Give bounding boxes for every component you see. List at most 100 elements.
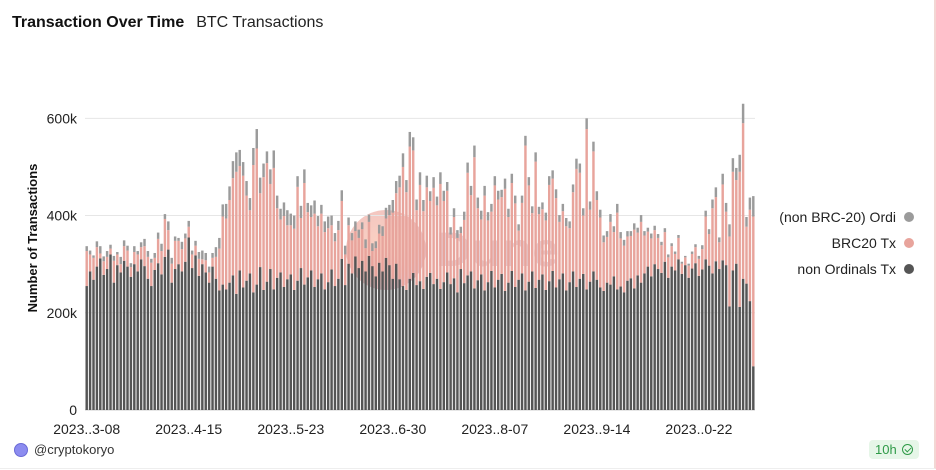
bar-brc20[interactable] <box>667 257 670 278</box>
bar-ordinals[interactable] <box>377 224 381 234</box>
bar-brc20[interactable] <box>241 175 245 288</box>
bar-ordinals[interactable] <box>224 203 228 219</box>
bar-non-ordinals[interactable] <box>105 269 109 410</box>
bar-non-ordinals[interactable] <box>139 259 143 410</box>
bar-brc20[interactable] <box>258 193 262 268</box>
bar-non-ordinals[interactable] <box>660 272 663 410</box>
bar-ordinals[interactable] <box>221 204 224 217</box>
bar-non-ordinals[interactable] <box>303 284 306 410</box>
bar-ordinals[interactable] <box>721 173 724 185</box>
bar-non-ordinals[interactable] <box>639 282 643 410</box>
bar-non-ordinals[interactable] <box>163 256 167 411</box>
bar-brc20[interactable] <box>673 253 677 271</box>
bar-ordinals[interactable] <box>411 137 415 151</box>
bar-brc20[interactable] <box>316 226 320 280</box>
bar-ordinals[interactable] <box>374 241 378 249</box>
bar-ordinals[interactable] <box>384 207 388 219</box>
bar-brc20[interactable] <box>534 161 537 288</box>
bar-ordinals[interactable] <box>432 177 435 188</box>
bar-brc20[interactable] <box>486 220 490 283</box>
bar-ordinals[interactable] <box>735 167 738 181</box>
bar-brc20[interactable] <box>629 235 633 279</box>
bar-non-ordinals[interactable] <box>629 278 633 410</box>
bar-ordinals[interactable] <box>330 215 333 226</box>
bar-ordinals[interactable] <box>350 233 354 241</box>
bar-non-ordinals[interactable] <box>126 266 129 410</box>
bar-ordinals[interactable] <box>633 223 636 230</box>
bar-brc20[interactable] <box>493 185 497 288</box>
bar-non-ordinals[interactable] <box>575 287 578 410</box>
bar-non-ordinals[interactable] <box>184 261 187 410</box>
bar-brc20[interactable] <box>497 199 500 280</box>
bar-ordinals[interactable] <box>673 251 677 254</box>
bar-brc20[interactable] <box>350 240 354 274</box>
bar-ordinals[interactable] <box>459 226 463 234</box>
bar-brc20[interactable] <box>411 150 415 273</box>
bar-non-ordinals[interactable] <box>534 287 537 410</box>
bar-ordinals[interactable] <box>650 233 653 239</box>
bar-ordinals[interactable] <box>558 215 561 222</box>
bar-non-ordinals[interactable] <box>204 272 207 410</box>
bar-ordinals[interactable] <box>160 243 163 252</box>
bar-non-ordinals[interactable] <box>633 288 636 410</box>
bar-non-ordinals[interactable] <box>360 260 364 410</box>
bar-ordinals[interactable] <box>507 208 510 218</box>
bar-non-ordinals[interactable] <box>565 290 568 410</box>
bar-ordinals[interactable] <box>153 252 156 258</box>
bar-brc20[interactable] <box>690 253 694 269</box>
bar-non-ordinals[interactable] <box>143 266 146 410</box>
bar-ordinals[interactable] <box>337 220 340 231</box>
bar-non-ordinals[interactable] <box>514 287 517 410</box>
bar-non-ordinals[interactable] <box>531 271 534 410</box>
bar-brc20[interactable] <box>146 256 150 279</box>
bar-ordinals[interactable] <box>667 254 670 258</box>
bar-brc20[interactable] <box>548 184 551 282</box>
bar-brc20[interactable] <box>262 177 265 290</box>
bar-non-ordinals[interactable] <box>343 285 347 410</box>
bar-non-ordinals[interactable] <box>592 271 595 410</box>
bar-brc20[interactable] <box>95 247 99 267</box>
bar-brc20[interactable] <box>85 251 88 287</box>
bar-ordinals[interactable] <box>592 141 595 152</box>
bar-brc20[interactable] <box>326 228 330 283</box>
bar-ordinals[interactable] <box>541 202 544 210</box>
bar-non-ordinals[interactable] <box>490 270 493 410</box>
bar-brc20[interactable] <box>109 248 112 255</box>
bar-ordinals[interactable] <box>309 205 313 218</box>
bar-ordinals[interactable] <box>364 239 367 249</box>
bar-ordinals[interactable] <box>357 229 361 238</box>
bar-brc20[interactable] <box>731 171 735 271</box>
bar-non-ordinals[interactable] <box>643 273 646 410</box>
bar-non-ordinals[interactable] <box>207 282 211 410</box>
bar-non-ordinals[interactable] <box>347 263 350 410</box>
bar-brc20[interactable] <box>473 157 476 289</box>
bar-ordinals[interactable] <box>323 221 326 233</box>
bar-non-ordinals[interactable] <box>269 269 272 410</box>
bar-brc20[interactable] <box>578 172 582 279</box>
bar-ordinals[interactable] <box>88 250 92 255</box>
bar-non-ordinals[interactable] <box>483 290 486 410</box>
bar-ordinals[interactable] <box>639 215 643 222</box>
bar-ordinals[interactable] <box>163 214 167 219</box>
bar-non-ordinals[interactable] <box>241 287 245 411</box>
bar-non-ordinals[interactable] <box>612 276 616 410</box>
bar-brc20[interactable] <box>150 262 153 287</box>
bar-brc20[interactable] <box>207 272 211 283</box>
bar-non-ordinals[interactable] <box>391 278 395 410</box>
bar-non-ordinals[interactable] <box>194 255 197 410</box>
bar-brc20[interactable] <box>415 210 418 286</box>
bar-ordinals[interactable] <box>333 233 337 242</box>
bar-ordinals[interactable] <box>289 213 292 226</box>
bar-brc20[interactable] <box>187 226 190 238</box>
bar-non-ordinals[interactable] <box>439 288 442 410</box>
bar-brc20[interactable] <box>289 225 292 275</box>
bar-brc20[interactable] <box>459 233 463 270</box>
bar-brc20[interactable] <box>582 215 585 274</box>
bar-non-ordinals[interactable] <box>711 273 714 410</box>
bar-non-ordinals[interactable] <box>636 275 639 410</box>
bar-brc20[interactable] <box>269 183 272 270</box>
bar-ordinals[interactable] <box>585 118 588 130</box>
bar-non-ordinals[interactable] <box>745 283 748 410</box>
bar-brc20[interactable] <box>565 226 568 291</box>
bar-ordinals[interactable] <box>435 196 439 206</box>
